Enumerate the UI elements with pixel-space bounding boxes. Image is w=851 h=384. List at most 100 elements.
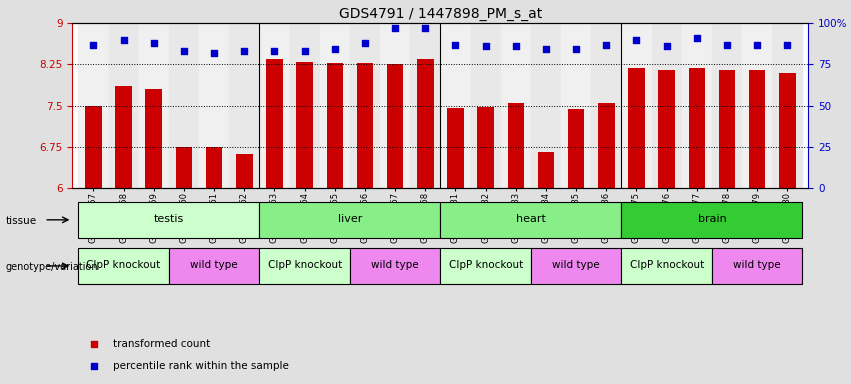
Bar	[109, 23, 139, 188]
Bar	[440, 23, 471, 188]
Point	[298, 48, 311, 54]
Point	[419, 25, 432, 31]
Bar	[350, 23, 380, 188]
Bar	[598, 103, 614, 188]
Bar	[659, 70, 675, 188]
Bar	[168, 23, 199, 188]
Bar	[168, 248, 260, 284]
Bar	[507, 103, 524, 188]
Bar	[779, 73, 796, 188]
Text: liver: liver	[338, 214, 362, 224]
Bar	[206, 147, 222, 188]
Bar	[260, 23, 289, 188]
Text: heart: heart	[516, 214, 545, 224]
Bar	[260, 248, 350, 284]
Bar	[78, 202, 260, 238]
Text: percentile rank within the sample: percentile rank within the sample	[113, 361, 288, 371]
Bar	[447, 108, 464, 188]
Text: ClpP knockout: ClpP knockout	[267, 260, 342, 270]
Bar	[568, 109, 585, 188]
Bar	[712, 248, 802, 284]
Bar	[742, 23, 772, 188]
Point	[388, 25, 402, 31]
Text: ClpP knockout: ClpP knockout	[630, 260, 704, 270]
Bar	[116, 86, 132, 188]
Point	[328, 46, 341, 53]
Point	[720, 41, 734, 48]
Text: genotype/variation: genotype/variation	[6, 262, 99, 272]
Text: wild type: wild type	[371, 260, 419, 270]
Bar	[561, 23, 591, 188]
Bar	[78, 23, 109, 188]
Point	[448, 41, 462, 48]
Bar	[538, 152, 554, 188]
Bar	[500, 23, 531, 188]
Bar	[139, 23, 168, 188]
Bar	[327, 63, 343, 188]
Bar	[471, 23, 500, 188]
Point	[358, 40, 372, 46]
Point	[630, 36, 643, 43]
Point	[88, 341, 101, 347]
Bar	[628, 68, 645, 188]
Bar	[531, 23, 561, 188]
Bar	[289, 23, 320, 188]
Text: brain: brain	[698, 214, 726, 224]
Point	[540, 46, 553, 53]
Bar	[175, 147, 192, 188]
Text: ClpP knockout: ClpP knockout	[448, 260, 523, 270]
Bar	[417, 59, 434, 188]
Point	[268, 48, 282, 54]
Bar	[719, 70, 735, 188]
Bar	[199, 23, 229, 188]
Bar	[380, 23, 410, 188]
Bar	[236, 154, 253, 188]
Bar	[78, 248, 168, 284]
Text: ClpP knockout: ClpP knockout	[87, 260, 161, 270]
Point	[509, 43, 523, 49]
Title: GDS4791 / 1447898_PM_s_at: GDS4791 / 1447898_PM_s_at	[339, 7, 542, 21]
Point	[237, 48, 251, 54]
Point	[599, 41, 613, 48]
Bar	[296, 61, 313, 188]
Bar	[146, 89, 162, 188]
Bar	[387, 65, 403, 188]
Bar	[712, 23, 742, 188]
Point	[177, 48, 191, 54]
Point	[751, 41, 764, 48]
Bar	[320, 23, 350, 188]
Point	[88, 363, 101, 369]
Bar	[621, 202, 802, 238]
Text: testis: testis	[154, 214, 184, 224]
Bar	[410, 23, 440, 188]
Bar	[531, 248, 621, 284]
Text: wild type: wild type	[552, 260, 600, 270]
Bar	[621, 23, 652, 188]
Point	[87, 41, 100, 48]
Bar	[591, 23, 621, 188]
Bar	[749, 70, 765, 188]
Bar	[772, 23, 802, 188]
Bar	[682, 23, 712, 188]
Text: transformed count: transformed count	[113, 339, 210, 349]
Bar	[357, 63, 374, 188]
Bar	[477, 107, 494, 188]
Point	[569, 46, 583, 53]
Text: wild type: wild type	[191, 260, 238, 270]
Bar	[260, 202, 441, 238]
Point	[660, 43, 673, 49]
Point	[780, 41, 794, 48]
Point	[690, 35, 704, 41]
Point	[208, 50, 221, 56]
Bar	[85, 106, 102, 188]
Bar	[441, 248, 531, 284]
Point	[117, 36, 130, 43]
Bar	[229, 23, 260, 188]
Bar	[266, 59, 283, 188]
Point	[147, 40, 161, 46]
Bar	[652, 23, 682, 188]
Bar	[621, 248, 712, 284]
Point	[479, 43, 493, 49]
Bar	[441, 202, 621, 238]
Bar	[688, 68, 705, 188]
